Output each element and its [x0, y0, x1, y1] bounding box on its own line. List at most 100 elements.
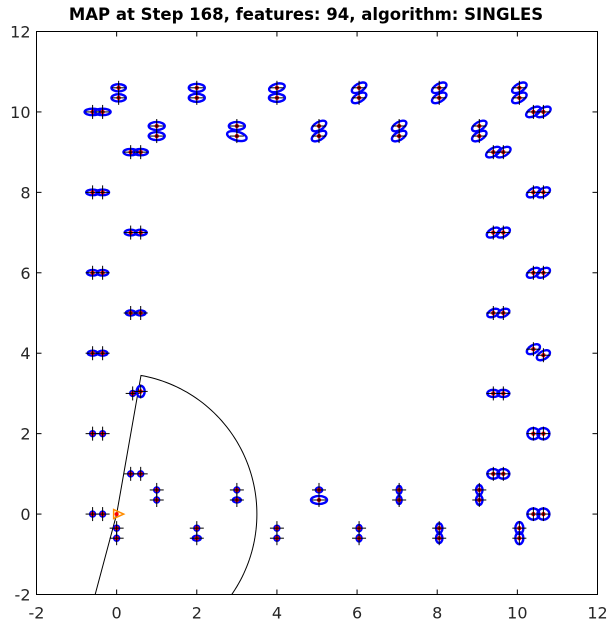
- chart-title: MAP at Step 168, features: 94, algorithm…: [69, 5, 543, 24]
- landmark: [85, 507, 100, 522]
- landmark-covariance-ellipse: [510, 91, 528, 105]
- landmark-covariance-ellipse: [350, 81, 368, 95]
- landmark: [494, 145, 512, 160]
- y-tick-label: 8: [20, 183, 30, 202]
- landmark: [510, 90, 528, 105]
- landmark-covariance-ellipse: [225, 129, 248, 143]
- landmark: [496, 386, 511, 401]
- landmark: [227, 119, 247, 134]
- x-tick-label: 4: [272, 604, 282, 623]
- landmark-covariance-ellipse: [470, 119, 488, 133]
- x-tick-label: 10: [507, 604, 527, 623]
- y-tick-label: 10: [10, 103, 30, 122]
- landmark-covariance-ellipse: [535, 266, 552, 279]
- landmark: [470, 129, 488, 144]
- landmark: [392, 482, 407, 497]
- landmark: [125, 386, 140, 401]
- robot-triangle: [112, 508, 126, 520]
- y-tick-labels: -2 0 2 4 6 8 10 12: [10, 23, 30, 605]
- landmark: [95, 426, 110, 441]
- landmark: [430, 80, 448, 95]
- landmark: [229, 482, 244, 497]
- y-tick-label: 0: [20, 505, 30, 524]
- landmark: [149, 482, 164, 497]
- landmark: [535, 348, 552, 363]
- landmark-covariance-ellipse: [350, 91, 368, 105]
- sensor-range: [94, 374, 258, 595]
- x-tick-label: 2: [192, 604, 202, 623]
- landmark: [187, 80, 207, 95]
- y-tick-label: -2: [15, 586, 31, 605]
- x-tick-label: 6: [352, 604, 362, 623]
- landmark: [350, 80, 368, 95]
- landmark-covariance-ellipse: [535, 186, 552, 199]
- x-tick-label: 8: [432, 604, 442, 623]
- landmark: [496, 306, 511, 320]
- y-tick-label: 12: [10, 23, 30, 42]
- landmark: [525, 342, 542, 357]
- landmark-covariance-ellipse: [470, 129, 488, 143]
- plot-frame: [36, 31, 598, 595]
- landmark: [496, 466, 511, 481]
- landmark: [536, 507, 551, 522]
- landmark: [352, 531, 367, 546]
- landmark-covariance-ellipse: [495, 226, 512, 239]
- landmark: [95, 346, 110, 361]
- landmark-covariance-ellipse: [390, 119, 408, 133]
- landmark: [133, 306, 148, 320]
- landmark: [109, 531, 124, 546]
- landmark: [512, 530, 527, 546]
- x-tick-label: 12: [587, 604, 607, 623]
- landmark-covariance-ellipse: [525, 342, 542, 356]
- landmark: [85, 346, 100, 361]
- x-tick-label: 0: [112, 604, 122, 623]
- landmark: [470, 119, 488, 134]
- landmark: [95, 265, 110, 280]
- landmark: [95, 507, 110, 522]
- landmark-covariance-ellipse: [494, 145, 512, 159]
- axis-ticks: [36, 31, 598, 595]
- landmark: [534, 104, 552, 119]
- landmark: [312, 482, 327, 497]
- landmark: [510, 80, 528, 95]
- landmark: [132, 145, 150, 160]
- landmark-covariance-ellipse: [510, 81, 528, 95]
- landmark: [535, 185, 552, 200]
- landmark: [110, 80, 128, 95]
- landmark: [229, 492, 244, 507]
- y-tick-label: 6: [20, 264, 30, 283]
- robot-pose: [112, 508, 126, 520]
- landmark: [133, 384, 148, 399]
- robot-center-dot: [114, 512, 119, 517]
- landmark: [133, 225, 148, 240]
- landmark: [269, 521, 284, 536]
- landmark: [189, 531, 204, 546]
- landmark: [85, 426, 100, 441]
- y-tick-label: 2: [20, 425, 30, 444]
- landmark-covariance-ellipse: [430, 81, 448, 95]
- landmark: [109, 521, 124, 536]
- landmark: [350, 90, 368, 105]
- landmark: [432, 531, 447, 546]
- landmark: [95, 185, 111, 200]
- landmark-covariance-ellipse: [496, 307, 511, 319]
- landmark-covariance-ellipse: [430, 91, 448, 105]
- landmark-estimates: [83, 80, 552, 546]
- landmark: [133, 466, 148, 481]
- landmark-covariance-ellipse: [534, 105, 552, 119]
- landmark: [93, 104, 112, 119]
- x-tick-label: -2: [29, 604, 45, 623]
- landmark-covariance-ellipse: [535, 349, 552, 362]
- sensor-fov-arc: [94, 374, 258, 595]
- landmark: [535, 265, 552, 280]
- landmark-covariance-ellipse: [310, 119, 328, 133]
- landmark: [495, 225, 512, 240]
- landmark: [267, 80, 286, 95]
- y-tick-label: 4: [20, 344, 30, 363]
- landmark: [147, 119, 166, 134]
- x-tick-labels: -2 0 2 4 6 8 10 12: [29, 604, 608, 623]
- landmark: [390, 119, 408, 134]
- landmark-covariance-ellipse: [390, 129, 408, 143]
- landmark-covariance-ellipse: [310, 129, 328, 143]
